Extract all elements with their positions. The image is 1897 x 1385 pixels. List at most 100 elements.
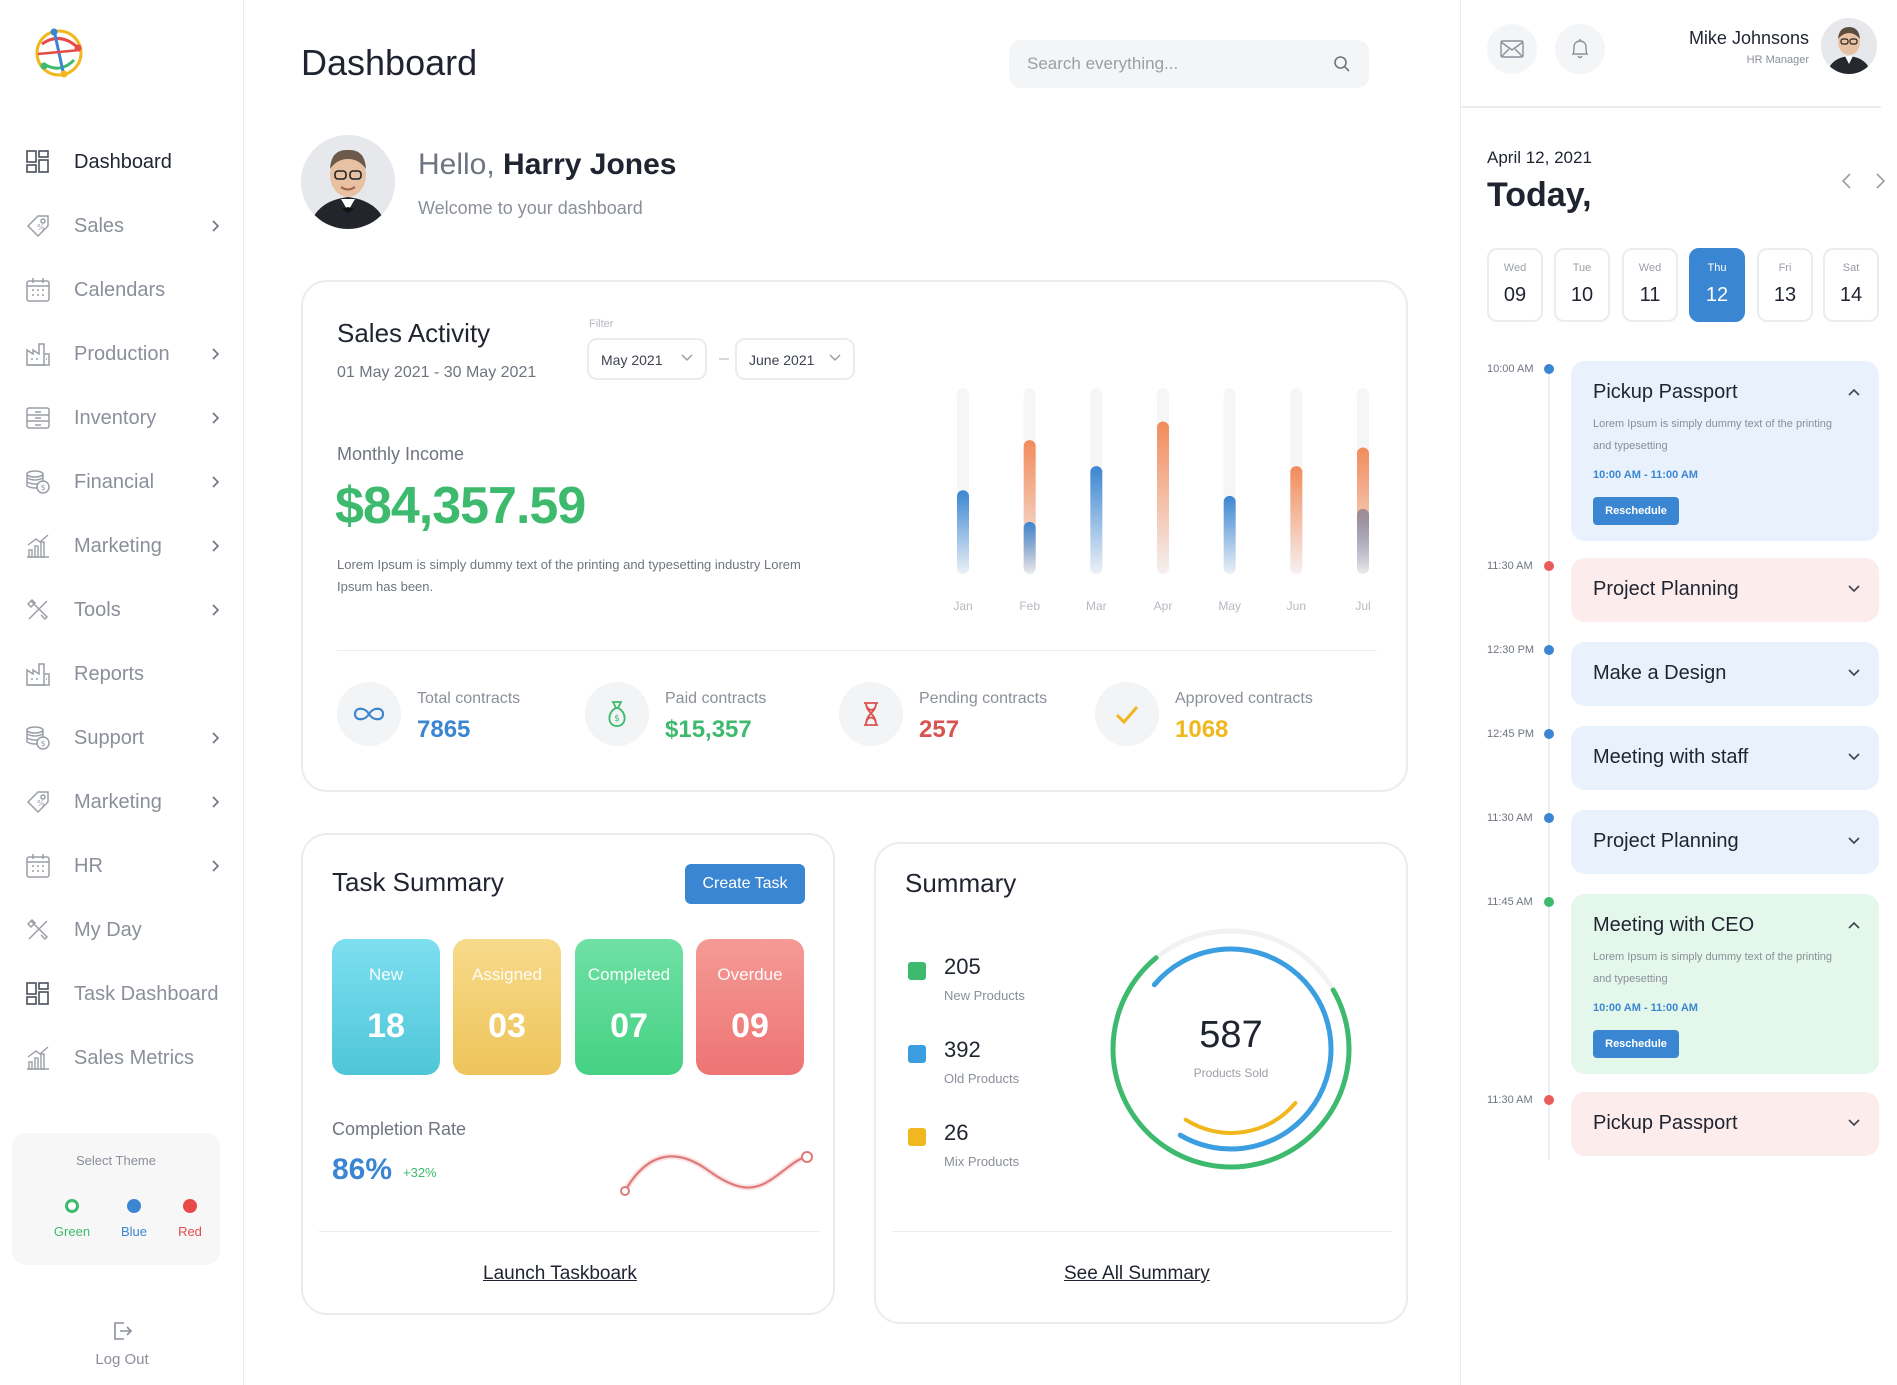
chevron-up-icon[interactable] [1847,387,1861,397]
day-11[interactable]: Wed 11 [1622,248,1678,322]
event-card[interactable]: Meeting with staff [1571,726,1879,790]
chevron-down-icon[interactable] [1847,752,1861,762]
current-date: April 12, 2021 [1487,148,1592,167]
sidebar-item-dashboard[interactable]: Dashboard [0,130,244,194]
event-title: Pickup Passport [1593,1112,1738,1134]
sidebar-item-marketing[interactable]: Marketing [0,514,244,578]
event-card[interactable]: Meeting with CEO Lorem Ipsum is simply du… [1571,894,1879,1074]
event-card[interactable]: Project Planning [1571,558,1879,622]
tile-value: 09 [731,1007,769,1045]
search-input[interactable] [1027,54,1333,74]
logout-button[interactable]: Log Out [82,1320,162,1368]
search-icon[interactable] [1333,55,1351,73]
sidebar-item-production[interactable]: Production [0,322,244,386]
messages-button[interactable] [1487,24,1537,74]
bar-jan[interactable] [957,490,969,574]
tools-icon [24,916,52,944]
legend-value: 26 [944,1120,969,1145]
donut-total-label: Products Sold [1193,1066,1269,1080]
tile-new[interactable]: New 18 [332,939,440,1075]
reschedule-button[interactable]: Reschedule [1593,1030,1679,1058]
day-13[interactable]: Fri 13 [1757,248,1813,322]
chevron-down-icon[interactable] [1847,668,1861,678]
sidebar-item-sales[interactable]: % Sales [0,194,244,258]
create-task-button[interactable]: Create Task [685,864,805,904]
timeline-dot [1544,364,1554,374]
svg-text:$: $ [614,714,620,724]
chevron-down-icon[interactable] [1847,836,1861,846]
theme-option-green[interactable]: Green [44,1199,100,1241]
notifications-button[interactable] [1555,24,1605,74]
chevron-right-icon [212,604,220,616]
theme-option-red[interactable]: Red [162,1199,218,1241]
x-tick-label: May [1218,599,1241,613]
chevron-up-icon[interactable] [1847,920,1861,930]
income-description: Lorem Ipsum is simply dummy text of the … [337,557,801,594]
sidebar-item-task-dashboard[interactable]: Task Dashboard [0,962,244,1026]
launch-taskboard-link[interactable]: Launch Taskboark [483,1263,637,1284]
bar-apr[interactable] [1157,421,1169,574]
checkmark-icon [1095,682,1159,746]
event-time: 11:45 AM [1487,896,1533,908]
event-time: 10:00 AM [1487,363,1534,375]
tile-completed[interactable]: Completed 07 [575,939,683,1075]
sidebar-item-tools[interactable]: Tools [0,578,244,642]
bar-jul[interactable] [1357,447,1369,574]
user-avatar[interactable] [301,135,395,229]
sidebar-item-sales-metrics[interactable]: Sales Metrics [0,1026,244,1090]
bar-may[interactable] [1223,495,1236,574]
sidebar-item-my-day[interactable]: My Day [0,898,244,962]
day-12-selected[interactable]: Thu 12 [1689,248,1745,322]
x-tick-label: Apr [1154,599,1173,613]
sidebar-item-support[interactable]: $ Support [0,706,244,770]
to-month-select[interactable]: June 2021 [735,338,855,380]
sidebar-item-reports[interactable]: Reports [0,642,244,706]
chevron-left-icon[interactable] [1836,170,1858,192]
hourglass-icon [839,682,903,746]
summary-title: Summary [905,868,1017,898]
sidebar-nav: Dashboard% Sales Calendars Production Invent… [0,130,244,1090]
app-logo[interactable] [30,24,88,82]
sidebar-item-financial[interactable]: $ Financial [0,450,244,514]
chevron-down-icon[interactable] [1847,1118,1861,1128]
day-10[interactable]: Tue 10 [1554,248,1610,322]
today-heading: Today, [1487,176,1592,214]
chevron-right-icon [212,732,220,744]
from-month-select[interactable]: May 2021 [587,338,707,380]
profile-avatar[interactable] [1821,18,1877,74]
sidebar-item-inventory[interactable]: Inventory [0,386,244,450]
sidebar-item-label: Production [74,342,170,365]
event-description: Lorem Ipsum is simply dummy text of the … [1593,418,1833,452]
sidebar-item-calendars[interactable]: Calendars [0,258,244,322]
tile-label: New [368,965,403,984]
divider [337,650,1377,651]
sidebar: Dashboard% Sales Calendars Production Invent… [0,0,244,1385]
day-name: Fri [1778,262,1792,274]
tile-overdue[interactable]: Overdue 09 [696,939,804,1075]
sidebar-item-hr[interactable]: HR [0,834,244,898]
tile-assigned[interactable]: Assigned 03 [453,939,561,1075]
reschedule-button[interactable]: Reschedule [1593,497,1679,525]
user-name[interactable]: Mike Johnsons [1688,28,1809,48]
event-card[interactable]: Pickup Passport Lorem Ipsum is simply dum… [1571,361,1879,541]
see-all-summary-link[interactable]: See All Summary [1064,1263,1210,1284]
chevron-right-icon[interactable] [1869,170,1891,192]
event-card[interactable]: Pickup Passport [1571,1092,1879,1156]
sidebar-item-label: Sales Metrics [74,1046,195,1069]
theme-option-blue[interactable]: Blue [106,1199,162,1241]
event-card[interactable]: Make a Design [1571,642,1879,706]
legend-label: Mix Products [944,1154,1020,1169]
event-card[interactable]: Project Planning [1571,810,1879,874]
sidebar-item-marketing[interactable]: % Marketing [0,770,244,834]
timeline-dot [1544,561,1554,571]
chevron-down-icon[interactable] [1847,584,1861,594]
divider [319,1231,819,1232]
theme-label: Red [178,1224,202,1239]
divider [1461,106,1881,108]
bar-feb[interactable] [1023,521,1036,574]
bar-jun[interactable] [1290,466,1303,574]
day-14[interactable]: Sat 14 [1823,248,1879,322]
legend-value: 392 [944,1037,981,1062]
day-09[interactable]: Wed 09 [1487,248,1543,322]
bar-mar[interactable] [1090,466,1103,574]
